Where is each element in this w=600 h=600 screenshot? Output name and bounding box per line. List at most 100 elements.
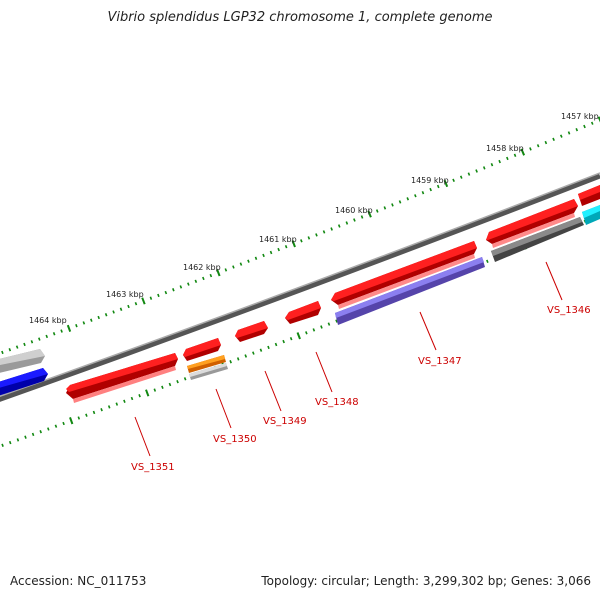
- minor-tick: [459, 175, 463, 179]
- major-tick: [66, 324, 72, 332]
- minor-tick: [209, 273, 213, 278]
- minor-tick: [274, 342, 278, 347]
- feature-slateblue[interactable]: [335, 257, 485, 325]
- scale-label-1459: 1459 kbp: [411, 176, 449, 185]
- major-tick: [597, 116, 600, 123]
- minor-tick: [498, 159, 501, 164]
- minor-tick: [375, 209, 379, 213]
- minor-tick: [320, 325, 323, 329]
- minor-tick: [391, 203, 394, 207]
- gene-vs1349[interactable]: [235, 321, 268, 342]
- minor-tick: [360, 215, 364, 219]
- minor-tick: [77, 416, 81, 420]
- minor-tick: [24, 435, 27, 439]
- scale-label-1458: 1458 kbp: [486, 144, 524, 153]
- gene-vs1346[interactable]: [486, 199, 578, 248]
- accession-text: Accession: NC_011753: [10, 574, 147, 588]
- gene-vs1350[interactable]: [183, 338, 221, 361]
- minor-tick: [236, 357, 240, 361]
- gene-vs1347[interactable]: [331, 241, 477, 309]
- gene-vs1348[interactable]: [285, 301, 321, 324]
- minor-tick: [232, 265, 235, 269]
- minor-tick: [583, 124, 586, 129]
- major-tick: [296, 332, 301, 340]
- minor-tick: [115, 402, 119, 406]
- scale-label-1460: 1460 kbp: [335, 206, 373, 215]
- minor-tick: [16, 438, 20, 442]
- minor-tick: [282, 339, 285, 344]
- minor-tick: [486, 259, 489, 263]
- feature-orange-small[interactable]: [187, 355, 226, 373]
- chromosome-backbone: [0, 172, 600, 402]
- feature-red-right[interactable]: [578, 185, 600, 206]
- minor-tick: [269, 250, 273, 255]
- gene-label-leaders: [134, 261, 563, 457]
- minor-tick: [267, 345, 270, 350]
- minor-tick: [194, 279, 198, 283]
- minor-tick: [254, 256, 258, 260]
- minor-tick: [75, 323, 78, 328]
- gene-label-vs1346[interactable]: VS_1346: [547, 305, 591, 316]
- minor-tick: [421, 191, 425, 195]
- major-tick: [443, 179, 449, 188]
- minor-tick: [1, 350, 4, 355]
- scale-labels: 1457 kbp 1458 kbp 1459 kbp 1460 kbp 1461…: [29, 112, 599, 325]
- minor-tick: [60, 329, 63, 333]
- gene-label-vs1351[interactable]: VS_1351: [131, 462, 175, 473]
- feature-darkgrey[interactable]: [491, 217, 584, 262]
- minor-tick: [100, 408, 103, 412]
- minor-tick: [38, 337, 41, 341]
- gene-label-vs1349[interactable]: VS_1349: [263, 416, 307, 427]
- minor-tick: [552, 137, 555, 142]
- minor-tick: [575, 128, 579, 132]
- minor-tick: [239, 262, 243, 266]
- minor-tick: [23, 342, 26, 347]
- gene-label-vs1350[interactable]: VS_1350: [213, 434, 257, 445]
- minor-tick: [119, 307, 123, 311]
- minor-tick: [229, 360, 232, 364]
- minor-tick: [62, 421, 65, 426]
- minor-tick: [82, 321, 86, 325]
- minor-tick: [183, 377, 187, 381]
- minor-tick: [536, 144, 540, 148]
- minor-tick: [30, 340, 34, 344]
- minor-tick: [54, 424, 58, 428]
- minor-tick: [406, 197, 410, 201]
- major-tick: [291, 240, 296, 248]
- gene-label-vs1347[interactable]: VS_1347: [418, 356, 462, 367]
- minor-tick: [244, 354, 248, 358]
- minor-tick: [39, 430, 42, 434]
- scale-label-1461: 1461 kbp: [259, 235, 297, 244]
- map-title: Vibrio splendidus LGP32 chromosome 1, co…: [107, 10, 493, 25]
- minor-tick: [45, 334, 49, 339]
- minor-tick: [127, 304, 130, 309]
- minor-tick: [85, 413, 88, 417]
- minor-tick: [315, 233, 318, 237]
- minor-tick: [277, 247, 280, 252]
- minor-tick: [187, 282, 190, 286]
- minor-tick: [436, 184, 440, 189]
- scale-label-1464: 1464 kbp: [29, 316, 67, 325]
- minor-tick: [529, 147, 532, 151]
- minor-tick: [429, 187, 432, 192]
- feature-blue-left[interactable]: [0, 368, 48, 397]
- minor-tick: [482, 166, 486, 170]
- minor-tick: [107, 405, 111, 409]
- feature-grey-left[interactable]: [0, 349, 45, 374]
- feature-cyan-right[interactable]: [582, 205, 600, 225]
- minor-tick: [149, 296, 153, 300]
- minor-tick: [559, 134, 563, 138]
- minor-tick: [31, 432, 35, 437]
- scale-label-1463: 1463 kbp: [106, 290, 144, 299]
- feature-grey-small[interactable]: [189, 363, 228, 380]
- minor-tick: [490, 163, 494, 167]
- minor-tick: [284, 245, 288, 249]
- minor-tick: [452, 178, 455, 183]
- minor-tick: [259, 348, 263, 352]
- major-tick: [141, 297, 146, 305]
- gene-vs1351[interactable]: [66, 353, 178, 403]
- gene-label-vs1348[interactable]: VS_1348: [315, 397, 359, 408]
- minor-tick: [467, 172, 471, 176]
- minor-tick: [262, 253, 265, 258]
